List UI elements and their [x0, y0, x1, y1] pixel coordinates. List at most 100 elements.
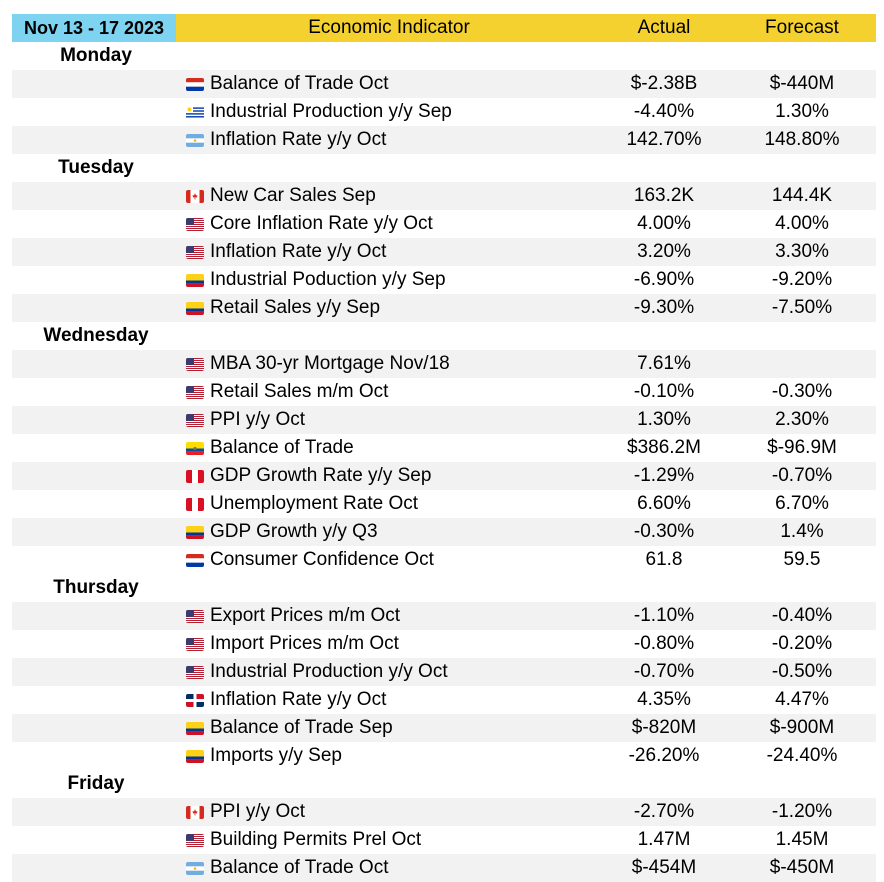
forecast-value: 1.4%	[780, 521, 824, 542]
indicator-name: Building Permits Prel Oct	[210, 829, 422, 850]
actual-value: 7.61%	[637, 353, 691, 374]
table-header: Nov 13 - 17 2023 Economic Indicator Actu…	[12, 14, 876, 42]
argentina-flag-icon	[186, 862, 204, 875]
actual-value: $-454M	[631, 857, 697, 878]
actual-value: $-820M	[631, 717, 697, 738]
day-label: Tuesday	[58, 157, 134, 178]
day-row: Wednesday	[12, 322, 876, 350]
indicator-name: Inflation Rate y/y Oct	[210, 129, 387, 150]
indicator-name: Retail Sales y/y Sep	[210, 297, 381, 318]
actual-column-header: Actual	[637, 17, 691, 38]
table-row: Building Permits Prel Oct 1.47M 1.45M	[12, 826, 876, 854]
actual-value: 4.35%	[637, 689, 691, 710]
forecast-value: -24.40%	[766, 745, 838, 766]
paraguay-flag-icon	[186, 554, 204, 567]
indicator-column-header: Economic Indicator	[308, 17, 470, 38]
table-row: Retail Sales m/m Oct -0.10% -0.30%	[12, 378, 876, 406]
actual-value: -0.10%	[633, 381, 695, 402]
forecast-value: 144.4K	[771, 185, 833, 206]
usa-flag-icon	[186, 386, 204, 399]
indicator-name: Inflation Rate y/y Oct	[210, 241, 387, 262]
actual-value: 163.2K	[633, 185, 695, 206]
canada-flag-icon	[186, 806, 204, 819]
day-label: Thursday	[53, 577, 139, 598]
actual-value: -0.30%	[633, 521, 695, 542]
indicator-name: Balance of Trade Oct	[210, 857, 389, 878]
argentina-flag-icon	[186, 134, 204, 147]
indicator-name: Imports y/y Sep	[210, 745, 342, 766]
table-row: GDP Growth y/y Q3 -0.30% 1.4%	[12, 518, 876, 546]
table-row: Balance of Trade Oct $-2.38B $-440M	[12, 70, 876, 98]
actual-value: 3.20%	[637, 241, 691, 262]
indicator-name: Import Prices m/m Oct	[210, 633, 399, 654]
usa-flag-icon	[186, 638, 204, 651]
indicator-name: PPI y/y Oct	[210, 801, 306, 822]
forecast-value: -0.20%	[771, 633, 833, 654]
indicator-name: Inflation Rate y/y Oct	[210, 689, 387, 710]
colombia-flag-icon	[186, 526, 204, 539]
actual-value: 1.30%	[637, 409, 691, 430]
actual-value: 142.70%	[626, 129, 702, 150]
actual-value: 6.60%	[637, 493, 691, 514]
forecast-value: 1.30%	[775, 101, 829, 122]
indicator-name: GDP Growth Rate y/y Sep	[210, 465, 432, 486]
indicator-name: GDP Growth y/y Q3	[210, 521, 378, 542]
actual-value: $-2.38B	[630, 73, 698, 94]
actual-value: -9.30%	[633, 297, 695, 318]
forecast-value: -0.70%	[771, 465, 833, 486]
actual-value: 4.00%	[637, 213, 691, 234]
dominican-republic-flag-icon	[186, 694, 204, 707]
table-row: GDP Growth Rate y/y Sep -1.29% -0.70%	[12, 462, 876, 490]
table-row: Inflation Rate y/y Oct 4.35% 4.47%	[12, 686, 876, 714]
forecast-value: -9.20%	[771, 269, 833, 290]
indicator-name: PPI y/y Oct	[210, 409, 306, 430]
header-band	[176, 14, 876, 42]
usa-flag-icon	[186, 834, 204, 847]
usa-flag-icon	[186, 358, 204, 371]
day-row: Tuesday	[12, 154, 876, 182]
table-row: Consumer Confidence Oct 61.8 59.5	[12, 546, 876, 574]
usa-flag-icon	[186, 666, 204, 679]
indicator-name: Consumer Confidence Oct	[210, 549, 434, 570]
day-label: Wednesday	[43, 325, 149, 346]
date-range: Nov 13 - 17 2023	[12, 14, 176, 42]
actual-value: 61.8	[645, 549, 683, 570]
actual-value: 1.47M	[637, 829, 691, 850]
usa-flag-icon	[186, 610, 204, 623]
actual-value: -1.29%	[633, 465, 695, 486]
indicator-name: Retail Sales m/m Oct	[210, 381, 389, 402]
colombia-flag-icon	[186, 750, 204, 763]
peru-flag-icon	[186, 498, 204, 511]
usa-flag-icon	[186, 246, 204, 259]
table-row: Industrial Poduction y/y Sep -6.90% -9.20%	[12, 266, 876, 294]
forecast-value: 4.00%	[775, 213, 829, 234]
forecast-value: 4.47%	[775, 689, 829, 710]
actual-value: -1.10%	[633, 605, 695, 626]
table-row: New Car Sales Sep 163.2K 144.4K	[12, 182, 876, 210]
usa-flag-icon	[186, 414, 204, 427]
forecast-value: 59.5	[783, 549, 821, 570]
forecast-value: $-96.9M	[767, 437, 837, 458]
table-row: MBA 30-yr Mortgage Nov/18 7.61%	[12, 350, 876, 378]
forecast-value: 2.30%	[775, 409, 829, 430]
forecast-value: -0.40%	[771, 605, 833, 626]
actual-value: -2.70%	[633, 801, 695, 822]
table-row: Export Prices m/m Oct -1.10% -0.40%	[12, 602, 876, 630]
day-label: Friday	[67, 773, 125, 794]
calendar-table: Monday Balance of Trade Oct $-2.38B $-440M I…	[12, 42, 876, 882]
forecast-value: 3.30%	[775, 241, 829, 262]
forecast-value: -0.50%	[771, 661, 833, 682]
actual-value: $386.2M	[627, 437, 701, 458]
actual-value: -26.20%	[628, 745, 700, 766]
ecuador-flag-icon	[186, 442, 204, 455]
table-row: Import Prices m/m Oct -0.80% -0.20%	[12, 630, 876, 658]
forecast-value: $-900M	[769, 717, 835, 738]
uruguay-flag-icon	[186, 106, 204, 119]
actual-value: -6.90%	[633, 269, 695, 290]
usa-flag-icon	[186, 218, 204, 231]
colombia-flag-icon	[186, 274, 204, 287]
peru-flag-icon	[186, 470, 204, 483]
table-row: Balance of Trade Sep $-820M $-900M	[12, 714, 876, 742]
canada-flag-icon	[186, 190, 204, 203]
actual-value: -4.40%	[633, 101, 695, 122]
